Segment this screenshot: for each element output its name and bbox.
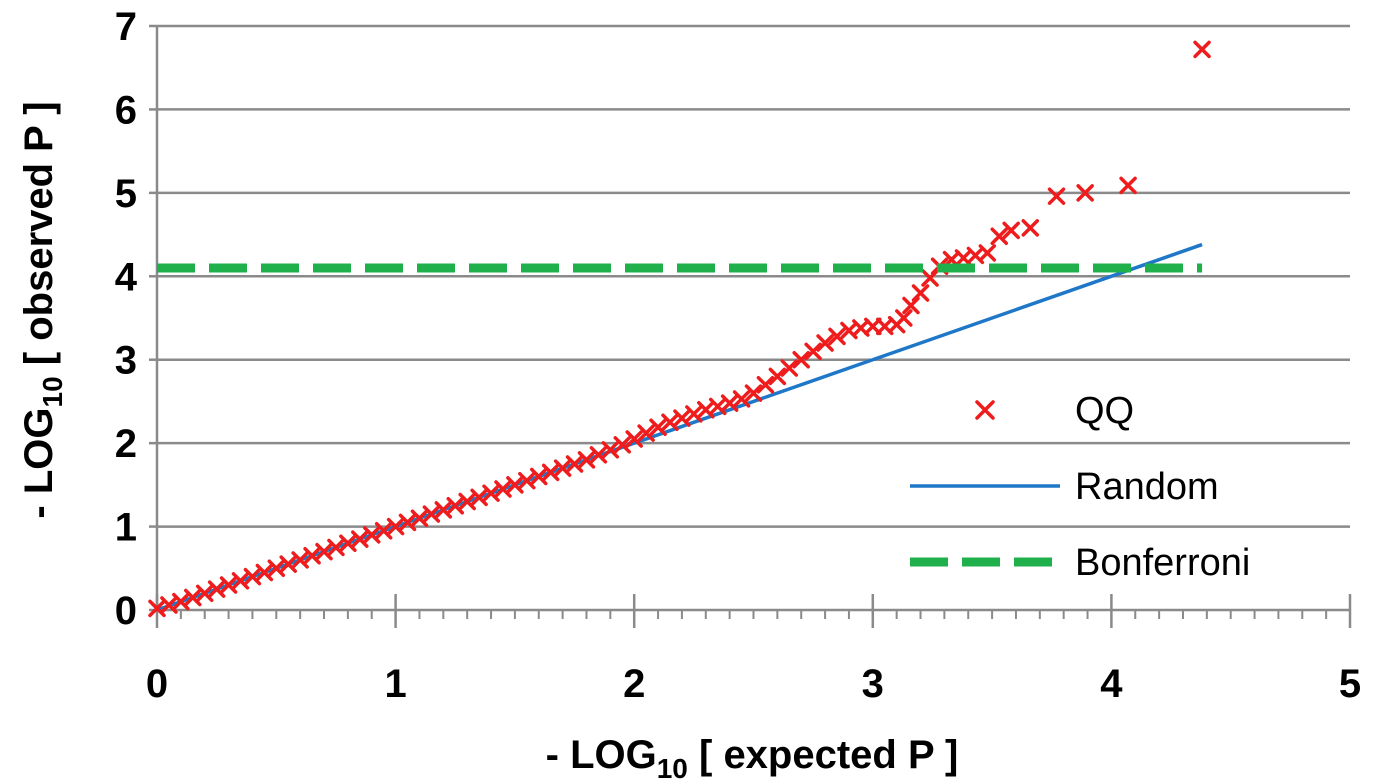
qq-point: [1193, 40, 1211, 59]
qq-point: [613, 436, 632, 454]
plot-area: [148, 40, 1211, 618]
qq-point: [172, 592, 190, 611]
legend-label: QQ: [1075, 390, 1134, 432]
qq-point: [279, 555, 297, 573]
x-tick-label: 2: [623, 662, 645, 706]
qq-point: [255, 563, 274, 582]
legend-label: Bonferroni: [1075, 542, 1250, 584]
gridlines: [157, 24, 1350, 528]
qq-point: [828, 327, 846, 346]
qq-point: [530, 467, 548, 486]
qq-point: [339, 534, 357, 553]
x-tick-label: 4: [1100, 662, 1123, 706]
y-tick-label: 5: [115, 172, 137, 216]
qq-point: [351, 530, 369, 548]
qq-point: [398, 513, 417, 532]
qq-point: [601, 441, 620, 459]
qq-point: [637, 424, 655, 442]
qq-point: [565, 455, 584, 473]
y-tick-label: 4: [115, 255, 138, 299]
qq-point: [482, 484, 500, 502]
qq-point: [978, 244, 997, 262]
qq-point: [804, 342, 822, 361]
qq-point: [816, 334, 834, 352]
qq-point: [625, 430, 643, 448]
qq-point: [207, 580, 226, 598]
random-line: [156, 242, 1203, 612]
qq-point: [780, 359, 799, 377]
qq-point: [458, 492, 476, 511]
qq-point: [506, 476, 524, 494]
y-tick-label: 2: [115, 422, 137, 466]
x-tick-label: 5: [1339, 662, 1361, 706]
qq-point: [1076, 184, 1094, 202]
qq-point: [720, 394, 739, 412]
qq-point: [195, 584, 214, 603]
qq-point: [673, 409, 691, 427]
qq-point: [768, 367, 787, 386]
qq-point: [756, 375, 775, 394]
qq-point: [1021, 219, 1040, 237]
qq-point: [895, 309, 913, 327]
axes: [149, 24, 1352, 628]
qq-point: [1119, 176, 1137, 195]
qq-point: [649, 418, 667, 437]
qq-point: [577, 451, 596, 469]
y-tick-label: 6: [115, 88, 137, 132]
y-tick-label: 7: [115, 5, 137, 49]
qq-point: [410, 509, 429, 527]
qq-point: [902, 296, 920, 315]
qq-point: [231, 572, 250, 590]
legend-label: Random: [1075, 466, 1219, 508]
qq-point: [911, 284, 930, 302]
legend-item-random: Random: [910, 466, 1219, 508]
legend-marker-x: [975, 400, 995, 420]
qq-point: [494, 480, 512, 498]
qq-point: [541, 463, 560, 482]
y-tick-label: 1: [115, 506, 137, 550]
qq-point: [518, 471, 536, 490]
qq-point: [990, 227, 1009, 245]
qq-point: [362, 526, 381, 544]
qq-point: [267, 559, 286, 578]
x-tick-label: 1: [384, 662, 406, 706]
qq-point: [374, 521, 393, 540]
qq-point: [685, 405, 703, 423]
x-axis-title: - LOG10 [ expected P ]: [546, 733, 959, 781]
qq-point: [553, 459, 572, 477]
qq-point: [1002, 221, 1020, 240]
qq-point: [386, 517, 405, 536]
x-tick-label: 0: [146, 662, 168, 706]
qq-point: [1047, 187, 1066, 205]
qq-point: [422, 505, 441, 523]
qq-point: [589, 446, 608, 464]
x-tick-label: 3: [862, 662, 884, 706]
qq-point: [303, 547, 321, 565]
qq-point: [315, 542, 333, 561]
qq-point: [661, 413, 679, 432]
qq-point: [434, 501, 453, 519]
legend-item-bonferroni: Bonferroni: [910, 542, 1250, 584]
legend-item-qq: QQ: [975, 390, 1134, 432]
qq-point: [243, 567, 262, 586]
qq-point: [792, 350, 810, 369]
qq-point: [446, 496, 464, 515]
qq-point: [219, 576, 238, 594]
qq-series: [148, 40, 1211, 618]
qq-point: [184, 588, 202, 607]
tick-labels: 0 1 2 3 4 5 0 1 2 3 4 5 6 7: [115, 5, 1361, 706]
qq-point: [327, 538, 345, 557]
y-tick-label: 0: [115, 589, 137, 633]
qq-point: [291, 551, 309, 569]
qq-point: [732, 390, 751, 408]
y-tick-label: 3: [115, 339, 137, 383]
legend: QQ Random Bonferroni: [910, 390, 1250, 584]
qq-point: [744, 384, 763, 402]
y-axis-title: - LOG10 [ observed P ]: [17, 101, 68, 518]
qq-point: [470, 488, 488, 507]
qq-point: [864, 317, 882, 336]
